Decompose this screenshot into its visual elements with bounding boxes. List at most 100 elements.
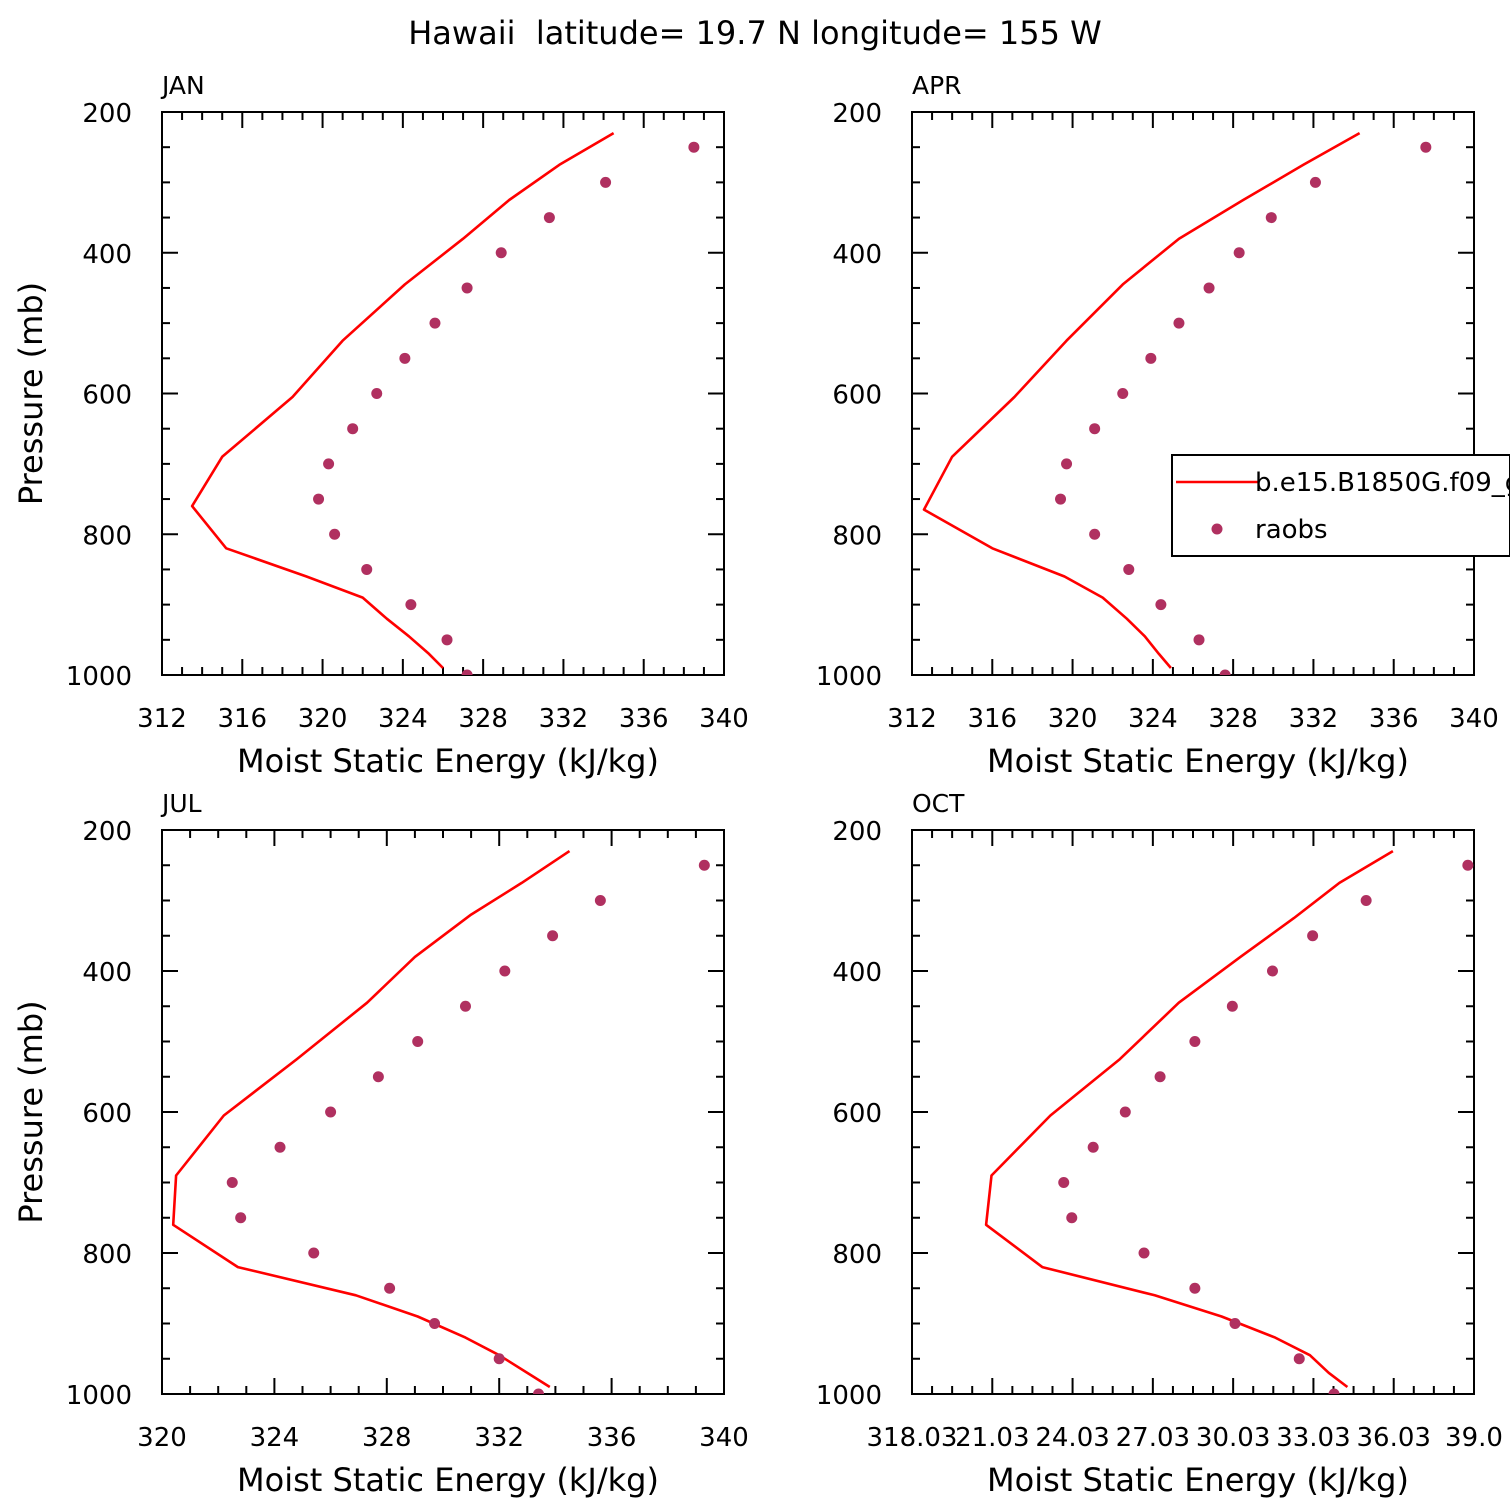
obs-point <box>429 1318 441 1329</box>
obs-point <box>371 388 383 399</box>
obs-point <box>1089 423 1101 435</box>
obs-point <box>325 1106 337 1118</box>
model-series-line <box>171 850 571 1389</box>
x-tick-label: 320 <box>1048 704 1098 734</box>
x-tick-label: 24.03 <box>1035 1423 1109 1453</box>
y-tick-label: 1000 <box>816 1381 882 1411</box>
obs-point <box>461 669 473 675</box>
obs-point <box>533 1388 545 1394</box>
x-tick-label: 340 <box>699 1423 749 1453</box>
y-tick-label: 400 <box>82 240 132 270</box>
obs-point <box>399 352 411 364</box>
obs-point <box>1226 1000 1238 1012</box>
x-tick-label: 36.03 <box>1356 1423 1430 1453</box>
legend: b.e15.B1850G.f09_g16.pi_control.25raobs <box>1171 454 1510 557</box>
y-tick-label: 1000 <box>66 662 132 692</box>
y-tick-label: 600 <box>82 1099 132 1129</box>
obs-point <box>1055 493 1067 505</box>
x-tick-label: 328 <box>1208 704 1258 734</box>
model-series-line <box>922 131 1361 669</box>
y-tick-label: 200 <box>832 99 882 129</box>
x-tick-label: 328 <box>362 1423 412 1453</box>
obs-point <box>495 247 507 259</box>
obs-point <box>372 1071 384 1083</box>
x-tick-label: 316 <box>217 704 267 734</box>
data-layer <box>190 131 700 675</box>
obs-point <box>361 563 373 575</box>
obs-point <box>493 1353 505 1365</box>
plot-frame <box>161 829 725 1395</box>
obs-point <box>1117 388 1129 399</box>
legend-box <box>1171 454 1510 557</box>
y-tick-label: 800 <box>832 1240 882 1270</box>
y-tick-label: 400 <box>832 240 882 270</box>
y-tick-label: 800 <box>82 521 132 551</box>
x-tick-label: 336 <box>587 1423 637 1453</box>
obs-point <box>1293 1353 1305 1365</box>
x-axis-label: Moist Static Energy (kJ/kg) <box>987 742 1409 780</box>
obs-point <box>459 1000 471 1012</box>
obs-point <box>1138 1247 1150 1259</box>
x-tick-label: 332 <box>1289 704 1339 734</box>
obs-point <box>594 895 606 906</box>
obs-point <box>1328 1388 1340 1394</box>
plot-frame <box>911 111 1475 676</box>
x-tick-label: 312 <box>137 704 187 734</box>
x-tick-label: 340 <box>699 704 749 734</box>
obs-point <box>412 1036 424 1047</box>
obs-point <box>499 965 511 977</box>
x-tick-label: 27.03 <box>1116 1423 1190 1453</box>
y-tick-label: 600 <box>82 381 132 411</box>
obs-point <box>1193 634 1205 646</box>
obs-point <box>1155 599 1167 611</box>
obs-point <box>1233 247 1245 259</box>
y-tick-label: 400 <box>82 958 132 988</box>
obs-point <box>1087 1141 1099 1153</box>
obs-point <box>1266 965 1278 977</box>
data-layer <box>922 131 1432 675</box>
x-tick-label: 336 <box>619 704 669 734</box>
y-tick-label: 800 <box>82 1240 132 1270</box>
y-tick-label: 1000 <box>66 1381 132 1411</box>
obs-point <box>313 493 325 505</box>
panel-title: APR <box>912 71 962 100</box>
y-axis-label: Pressure (mb) <box>12 1000 50 1223</box>
plot-frame <box>161 111 725 676</box>
y-tick-label: 600 <box>832 1099 882 1129</box>
obs-point <box>329 528 341 540</box>
x-tick-label: 324 <box>378 704 428 734</box>
legend-obs-label: raobs <box>1255 515 1328 545</box>
y-tick-label: 1000 <box>816 662 882 692</box>
obs-point <box>1203 282 1215 294</box>
obs-point <box>384 1282 396 1294</box>
obs-point <box>547 930 559 942</box>
obs-point <box>441 634 453 646</box>
x-tick-label: 328 <box>458 704 508 734</box>
panel-title: JUL <box>160 789 202 818</box>
x-axis-label: Moist Static Energy (kJ/kg) <box>987 1461 1409 1499</box>
x-tick-label: 318.03 <box>867 1423 958 1453</box>
obs-point <box>1219 669 1231 675</box>
obs-point <box>461 282 473 294</box>
y-tick-label: 600 <box>832 381 882 411</box>
y-tick-label: 200 <box>82 99 132 129</box>
x-tick-label: 21.03 <box>955 1423 1029 1453</box>
data-layer <box>984 849 1474 1394</box>
model-series-line <box>984 849 1394 1389</box>
panel-title: JAN <box>160 71 205 100</box>
data-layer <box>171 850 710 1394</box>
obs-point <box>1123 563 1135 575</box>
obs-point <box>308 1247 320 1259</box>
x-tick-label: 336 <box>1369 704 1419 734</box>
x-tick-label: 312 <box>887 704 937 734</box>
panel-title: OCT <box>912 789 965 818</box>
obs-point <box>698 859 710 871</box>
obs-point <box>235 1212 247 1224</box>
obs-point <box>1462 859 1474 871</box>
x-tick-label: 340 <box>1449 704 1499 734</box>
obs-point <box>1173 317 1185 329</box>
obs-point <box>688 141 700 153</box>
